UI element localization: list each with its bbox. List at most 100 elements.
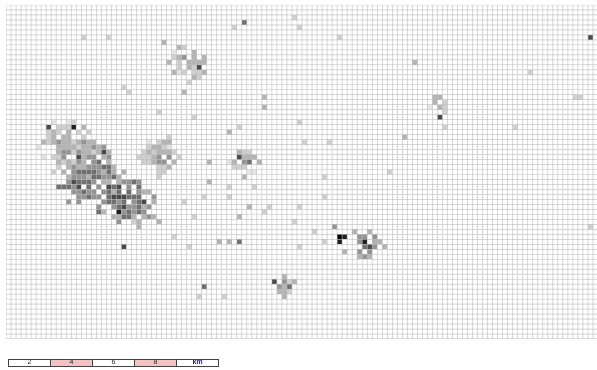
density-cell	[191, 74, 197, 80]
density-cell	[146, 149, 152, 155]
density-cell	[66, 149, 72, 155]
density-cell	[96, 144, 102, 150]
density-cell	[131, 199, 137, 205]
density-cell	[121, 179, 127, 185]
density-cell	[116, 189, 122, 195]
density-cell	[246, 149, 252, 155]
density-cell	[111, 214, 117, 220]
density-cell	[116, 199, 122, 205]
density-cell	[156, 109, 162, 115]
density-cell	[156, 139, 162, 145]
density-cell	[81, 179, 87, 185]
density-cell	[161, 139, 167, 145]
density-cell	[201, 54, 207, 60]
density-cell	[86, 164, 92, 170]
density-cell	[327, 139, 333, 145]
density-cell	[66, 144, 72, 150]
density-cell	[276, 284, 282, 290]
density-cell	[86, 144, 92, 150]
density-cell	[76, 154, 82, 160]
density-cell	[66, 119, 72, 125]
density-cell	[367, 244, 373, 250]
density-cell	[71, 179, 77, 185]
density-cell	[332, 224, 338, 230]
density-cell	[76, 149, 82, 155]
density-cell	[146, 189, 152, 195]
density-cell	[181, 44, 187, 50]
grid-lines	[6, 5, 597, 339]
density-cell	[76, 184, 82, 190]
density-cell	[71, 124, 77, 130]
density-cell	[81, 139, 87, 145]
density-cell	[221, 294, 227, 300]
density-cell	[116, 184, 122, 190]
density-cell	[251, 154, 257, 160]
density-cell	[56, 144, 62, 150]
density-cell	[131, 204, 137, 210]
density-cell	[86, 129, 92, 135]
density-cell	[91, 144, 97, 150]
density-cell	[86, 169, 92, 175]
density-cell	[181, 54, 187, 60]
density-cell	[126, 209, 132, 215]
density-cell	[231, 164, 237, 170]
density-cell	[196, 64, 202, 70]
density-cell	[246, 204, 252, 210]
density-cell	[176, 64, 182, 70]
density-cell	[231, 24, 237, 30]
density-cell	[81, 34, 87, 40]
density-cell	[106, 184, 112, 190]
density-cell	[66, 184, 72, 190]
density-cell	[91, 149, 97, 155]
density-cell	[121, 209, 127, 215]
density-cell	[86, 179, 92, 185]
density-cell	[81, 169, 87, 175]
density-cell	[61, 124, 67, 130]
density-cell	[191, 114, 197, 120]
density-cell	[66, 174, 72, 180]
density-cell	[281, 284, 287, 290]
density-cell	[196, 59, 202, 65]
density-cell	[231, 159, 237, 165]
density-cell	[136, 204, 142, 210]
density-cell	[322, 194, 328, 200]
density-cell	[116, 219, 122, 225]
density-cell	[116, 174, 122, 180]
density-cell	[81, 194, 87, 200]
density-cell	[271, 279, 277, 285]
density-cell	[377, 239, 383, 245]
density-cell	[241, 174, 247, 180]
density-cell	[56, 184, 62, 190]
density-cell	[106, 169, 112, 175]
density-cell	[226, 129, 232, 135]
density-cell	[256, 159, 262, 165]
density-cell	[101, 154, 107, 160]
density-cell	[81, 134, 87, 140]
density-cell	[161, 164, 167, 170]
density-cell	[71, 149, 77, 155]
density-cell	[512, 124, 518, 130]
density-cell	[111, 199, 117, 205]
density-cell	[131, 194, 137, 200]
density-cell	[91, 164, 97, 170]
density-cell	[71, 144, 77, 150]
density-cell	[432, 94, 438, 100]
density-cell	[116, 204, 122, 210]
density-cell	[76, 159, 82, 165]
density-cell	[191, 59, 197, 65]
density-cell	[86, 194, 92, 200]
density-cell	[261, 104, 267, 110]
density-cell	[291, 279, 297, 285]
density-cell	[51, 154, 57, 160]
density-cell	[286, 289, 292, 295]
density-cell	[251, 184, 257, 190]
density-cell	[61, 134, 67, 140]
density-cell	[302, 139, 308, 145]
density-cell	[412, 59, 418, 65]
density-cell	[96, 209, 102, 215]
density-cell	[572, 94, 578, 100]
density-cell	[151, 149, 157, 155]
density-cell	[432, 99, 438, 105]
density-cell	[116, 179, 122, 185]
density-cell	[171, 159, 177, 165]
